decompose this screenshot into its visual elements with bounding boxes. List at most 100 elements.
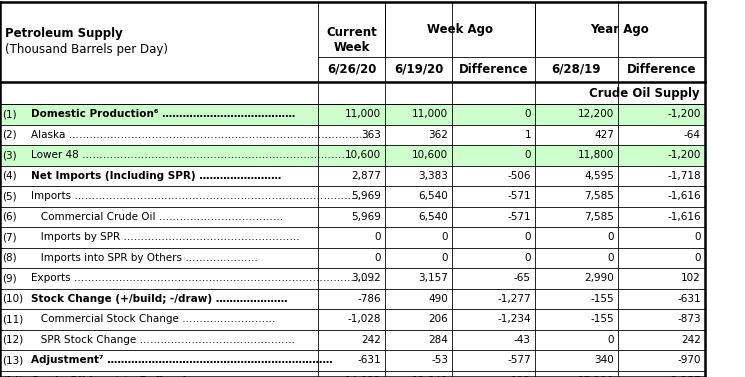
Text: Domestic Production⁶ …………………………………: Domestic Production⁶ …………………………………	[31, 109, 295, 119]
Text: Commercial Crude Oil ………………………………: Commercial Crude Oil ………………………………	[31, 212, 283, 222]
Bar	[0, 288, 705, 309]
Bar	[0, 82, 705, 104]
Text: Crude Oil Input to Refineries …………………: Crude Oil Input to Refineries …………………	[31, 376, 275, 377]
Bar	[0, 329, 705, 350]
Text: 6,540: 6,540	[418, 191, 448, 201]
Text: 11,800: 11,800	[578, 150, 614, 160]
Text: Petroleum Supply: Petroleum Supply	[5, 28, 123, 40]
Text: -1,028: -1,028	[347, 314, 381, 324]
Bar	[0, 186, 705, 207]
Text: Week Ago: Week Ago	[427, 23, 493, 36]
Text: (5): (5)	[2, 191, 16, 201]
Text: -631: -631	[677, 294, 701, 304]
Text: 0: 0	[442, 232, 448, 242]
Bar	[0, 166, 705, 186]
Text: 17,290: 17,290	[577, 376, 614, 377]
Text: 2,990: 2,990	[584, 273, 614, 283]
Text: -1,200: -1,200	[668, 109, 701, 119]
Text: SPR Stock Change ………………………………………: SPR Stock Change ………………………………………	[31, 335, 295, 345]
Text: Imports into SPR by Others …………………: Imports into SPR by Others …………………	[31, 253, 258, 263]
Text: Lower 48 ……………………………………………………………………: Lower 48 ……………………………………………………………………	[31, 150, 352, 160]
Bar	[0, 350, 705, 371]
Text: -506: -506	[507, 171, 531, 181]
Text: (6): (6)	[2, 212, 16, 222]
Text: -1,616: -1,616	[668, 191, 701, 201]
Bar	[0, 227, 705, 247]
Text: -1,234: -1,234	[498, 314, 531, 324]
Text: 3,383: 3,383	[418, 171, 448, 181]
Text: (4): (4)	[2, 171, 16, 181]
Text: -155: -155	[590, 314, 614, 324]
Text: 10,600: 10,600	[345, 150, 381, 160]
Text: 3,092: 3,092	[351, 273, 381, 283]
Text: 427: 427	[594, 130, 614, 140]
Text: 102: 102	[681, 273, 701, 283]
Text: -43: -43	[514, 335, 531, 345]
Text: Adjustment⁷ …………………………………………………………: Adjustment⁷ …………………………………………………………	[31, 355, 332, 365]
Text: 363: 363	[361, 130, 381, 140]
Bar	[0, 2, 705, 82]
Text: (Thousand Barrels per Day): (Thousand Barrels per Day)	[5, 43, 168, 57]
Text: -571: -571	[507, 212, 531, 222]
Text: -577: -577	[507, 355, 531, 365]
Text: 7,585: 7,585	[584, 191, 614, 201]
Bar	[0, 371, 705, 377]
Text: 11,000: 11,000	[412, 109, 448, 119]
Text: (2): (2)	[2, 130, 16, 140]
Text: (7): (7)	[2, 232, 16, 242]
Text: 242: 242	[681, 335, 701, 345]
Text: 2,877: 2,877	[351, 171, 381, 181]
Text: Commercial Stock Change ………………………: Commercial Stock Change ………………………	[31, 314, 276, 324]
Text: 10,600: 10,600	[412, 150, 448, 160]
Bar	[0, 309, 705, 329]
Text: -571: -571	[507, 191, 531, 201]
Text: 0: 0	[607, 335, 614, 345]
Text: (9): (9)	[2, 273, 16, 283]
Text: -873: -873	[677, 314, 701, 324]
Text: 193: 193	[511, 376, 531, 377]
Text: 0: 0	[524, 109, 531, 119]
Text: -65: -65	[514, 273, 531, 283]
Text: 6,540: 6,540	[418, 212, 448, 222]
Text: 0: 0	[694, 232, 701, 242]
Text: -1,718: -1,718	[668, 171, 701, 181]
Text: 11,000: 11,000	[345, 109, 381, 119]
Text: (8): (8)	[2, 253, 16, 263]
Text: -64: -64	[684, 130, 701, 140]
Text: 3,157: 3,157	[418, 273, 448, 283]
Text: 0: 0	[694, 253, 701, 263]
Text: -155: -155	[590, 294, 614, 304]
Text: 6/26/20: 6/26/20	[327, 63, 376, 76]
Text: Difference: Difference	[459, 63, 528, 76]
Text: (1): (1)	[2, 109, 16, 119]
Text: -631: -631	[358, 355, 381, 365]
Text: Imports by SPR ……………………………………………: Imports by SPR ……………………………………………	[31, 232, 299, 242]
Text: 0: 0	[375, 232, 381, 242]
Text: -786: -786	[358, 294, 381, 304]
Text: 0: 0	[524, 253, 531, 263]
Text: 242: 242	[361, 335, 381, 345]
Text: Stock Change (+/build; -/draw) …………………: Stock Change (+/build; -/draw) …………………	[31, 294, 288, 304]
Bar	[0, 145, 705, 166]
Bar	[0, 268, 705, 288]
Text: 4,595: 4,595	[584, 171, 614, 181]
Text: 14,033: 14,033	[345, 376, 381, 377]
Text: 7,585: 7,585	[584, 212, 614, 222]
Text: 12,200: 12,200	[578, 109, 614, 119]
Text: 1: 1	[524, 130, 531, 140]
Text: 0: 0	[375, 253, 381, 263]
Text: (13): (13)	[2, 355, 23, 365]
Text: (10): (10)	[2, 294, 23, 304]
Text: Imports …………………………………………………………………………: Imports …………………………………………………………………………	[31, 191, 365, 201]
Text: Current
Week: Current Week	[326, 26, 377, 54]
Text: 13,840: 13,840	[412, 376, 448, 377]
Text: Net Imports (Including SPR) ……………………: Net Imports (Including SPR) ……………………	[31, 171, 282, 181]
Text: -970: -970	[677, 355, 701, 365]
Text: 490: 490	[428, 294, 448, 304]
Text: 0: 0	[607, 253, 614, 263]
Text: Difference: Difference	[627, 63, 697, 76]
Text: 0: 0	[524, 232, 531, 242]
Text: -1,616: -1,616	[668, 212, 701, 222]
Text: Alaska ……………………………………………………………………………: Alaska ……………………………………………………………………………	[31, 130, 370, 140]
Text: 284: 284	[428, 335, 448, 345]
